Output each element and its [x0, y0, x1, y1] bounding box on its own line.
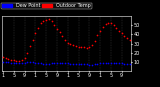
Point [10, 60, 12, 61]
Point [72, 63, 74, 65]
Point [110, 22, 112, 24]
Point [45, 20, 47, 21]
Point [104, 23, 107, 25]
Point [91, 64, 93, 66]
Point [66, 62, 69, 64]
Point [12, 60, 15, 61]
Point [72, 45, 74, 46]
Point [61, 62, 64, 64]
Point [4, 61, 7, 63]
Point [34, 62, 37, 64]
Point [64, 39, 66, 40]
Point [99, 62, 101, 64]
Point [126, 63, 128, 65]
Point [10, 62, 12, 64]
Point [85, 47, 88, 49]
Point [15, 62, 18, 64]
Point [64, 62, 66, 64]
Point [102, 62, 104, 64]
Point [104, 62, 107, 64]
Point [23, 62, 26, 64]
Point [93, 40, 96, 41]
Point [88, 47, 91, 48]
Point [75, 46, 77, 47]
Point [56, 62, 58, 64]
Point [50, 62, 53, 64]
Point [23, 58, 26, 59]
Point [42, 21, 45, 22]
Point [83, 63, 85, 65]
Point [99, 30, 101, 31]
Point [115, 27, 118, 28]
Point [40, 62, 42, 64]
Point [48, 19, 50, 20]
Point [7, 59, 10, 60]
Point [96, 63, 99, 65]
Point [129, 39, 131, 40]
Point [77, 47, 80, 48]
Point [31, 39, 34, 40]
Point [120, 62, 123, 64]
Point [77, 63, 80, 65]
Point [26, 52, 28, 54]
Point [61, 35, 64, 37]
Point [7, 61, 10, 63]
Point [83, 47, 85, 48]
Point [42, 63, 45, 65]
Point [118, 30, 120, 31]
Point [58, 32, 61, 33]
Point [2, 61, 4, 63]
Point [107, 62, 110, 64]
Point [15, 60, 18, 62]
Point [40, 22, 42, 24]
Point [2, 57, 4, 58]
Point [85, 63, 88, 65]
Point [66, 42, 69, 43]
Point [123, 35, 126, 37]
Point [126, 37, 128, 39]
Point [12, 62, 15, 64]
Point [34, 33, 37, 34]
Point [69, 44, 72, 45]
Legend: Dew Point, Outdoor Temp: Dew Point, Outdoor Temp [1, 3, 92, 9]
Point [96, 34, 99, 36]
Point [21, 60, 23, 61]
Point [18, 60, 20, 62]
Point [110, 62, 112, 64]
Point [50, 21, 53, 22]
Point [26, 61, 28, 63]
Point [45, 63, 47, 65]
Point [56, 28, 58, 29]
Point [48, 63, 50, 65]
Point [53, 24, 56, 26]
Point [93, 63, 96, 65]
Point [69, 63, 72, 65]
Point [91, 45, 93, 46]
Point [88, 64, 91, 66]
Point [29, 61, 31, 63]
Point [80, 47, 83, 48]
Point [80, 63, 83, 65]
Point [102, 26, 104, 27]
Point [4, 58, 7, 59]
Point [31, 61, 34, 63]
Point [53, 62, 56, 64]
Point [37, 27, 39, 28]
Point [107, 22, 110, 24]
Point [118, 62, 120, 64]
Point [115, 62, 118, 64]
Point [75, 63, 77, 65]
Point [112, 62, 115, 64]
Point [58, 62, 61, 64]
Point [112, 24, 115, 26]
Point [21, 62, 23, 64]
Point [29, 46, 31, 47]
Point [37, 62, 39, 64]
Point [18, 62, 20, 64]
Point [123, 63, 126, 65]
Point [120, 33, 123, 34]
Point [129, 63, 131, 65]
